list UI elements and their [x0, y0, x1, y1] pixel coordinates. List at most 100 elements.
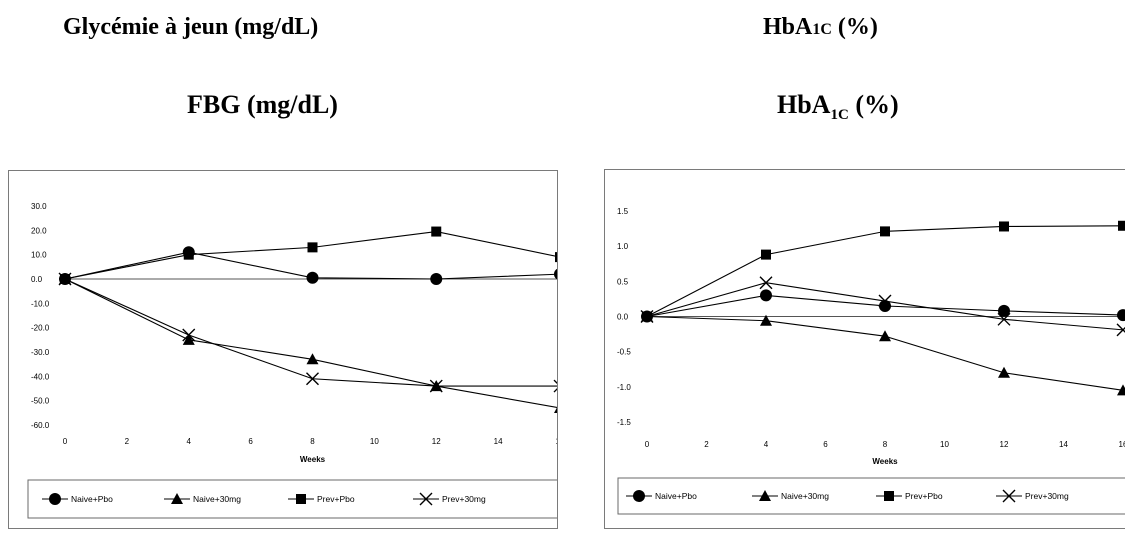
hba1c-legend-item-naive-pbo: Naive+Pbo	[626, 490, 697, 502]
fbg-series-prev-30mg-point	[306, 372, 319, 386]
hba1c-x-tick-label: 0	[645, 440, 650, 449]
fbg-series-prev-pbo-point	[183, 249, 194, 260]
fbg-series-prev-pbo-line	[64, 230, 561, 280]
hba1c-y-tick-label: 0.0	[617, 313, 629, 322]
hba1c-legend-item-prev-pbo: Prev+Pbo	[876, 491, 943, 501]
hba1c-series-naive-pbo	[641, 289, 1125, 323]
fbg-x-tick-label: 10	[370, 437, 379, 446]
hba1c-series-naive-pbo-point	[879, 299, 891, 312]
fbg-chart-panel: 30.0 20.0 10.0 0.0 -10.0 -20.0 -30.0 -40.0 -50.0…	[8, 170, 567, 529]
hba1c-x-tick-label: 8	[883, 440, 888, 449]
hba1c-legend-item-prev-30mg-label: Prev+30mg	[1025, 491, 1069, 501]
fbg-series-prev-30mg	[58, 272, 567, 393]
fbg-series-prev-30mg-point	[429, 379, 443, 393]
hba1c-legend-item-naive-30mg-label: Naive+30mg	[781, 491, 829, 501]
fbg-x-axis-title: Weeks	[300, 455, 326, 464]
hba1c-y-tick-label: 0.5	[617, 277, 629, 286]
french-title-hba1c-unit: (%)	[831, 14, 878, 40]
fbg-legend-item-prev-30mg: Prev+30mg	[413, 492, 486, 506]
hba1c-x-tick-label: 2	[704, 440, 709, 449]
hba1c-legend-item-prev-pbo-label: Prev+Pbo	[905, 491, 943, 501]
hba1c-y-tick-label: 1.0	[617, 242, 629, 251]
fbg-x-tick-label: 0	[63, 437, 68, 446]
hba1c-series-prev-30mg-point	[997, 312, 1011, 326]
french-title-hba1c: HbA1C (%)	[763, 14, 878, 41]
hba1c-series-naive-30mg-point	[1117, 384, 1125, 396]
fbg-series-prev-30mg-point	[182, 328, 196, 342]
chart-title-hba1c-unit: (%)	[848, 90, 899, 119]
french-title-fbg: Glycémie à jeun (mg/dL)	[63, 14, 319, 40]
fbg-y-tick-label: -40.0	[31, 372, 50, 381]
hba1c-series-prev-30mg-point	[640, 310, 654, 323]
fbg-legend-item-naive-30mg-marker	[171, 493, 183, 504]
fbg-x-tick-label: 16	[556, 437, 557, 446]
fbg-legend-item-naive-pbo-label: Naive+Pbo	[71, 494, 113, 504]
fbg-legend-item-naive-pbo-marker	[49, 493, 61, 505]
fbg-y-tick-label: -10.0	[31, 299, 50, 308]
hba1c-series-prev-30mg-point	[878, 294, 892, 308]
chart-title-hba1c: HbA1C (%)	[777, 90, 899, 124]
hba1c-legend-item-naive-30mg: Naive+30mg	[752, 490, 829, 501]
fbg-series-naive-30mg	[59, 273, 566, 413]
fbg-x-tick-label: 8	[310, 437, 315, 446]
hba1c-legend-item-naive-30mg-marker	[759, 490, 771, 501]
hba1c-x-tick-label: 12	[1000, 440, 1009, 449]
fbg-series-naive-30mg-line	[64, 278, 561, 409]
hba1c-legend-item-naive-pbo-marker	[633, 490, 645, 502]
hba1c-series-naive-30mg-point	[998, 366, 1010, 378]
fbg-y-tick-label: -60.0	[31, 421, 50, 430]
hba1c-y-tick-label: -1.0	[617, 383, 631, 392]
fbg-series-naive-pbo-point	[430, 273, 443, 285]
french-title-hba1c-main: HbA	[763, 14, 813, 40]
hba1c-series-prev-pbo-point	[880, 226, 890, 237]
chart-title-hba1c-main: HbA	[777, 90, 831, 119]
fbg-series-naive-pbo-point	[554, 268, 566, 281]
hba1c-series-naive-30mg-line	[646, 315, 1124, 391]
fbg-x-tick-label: 14	[494, 437, 503, 446]
fbg-y-tick-label: 30.0	[31, 202, 47, 211]
fbg-x-tick-label: 4	[187, 437, 192, 446]
fbg-series-prev-30mg-line	[64, 278, 560, 387]
hba1c-y-tick-label: 1.5	[617, 207, 629, 216]
hba1c-series-prev-pbo-point	[999, 221, 1009, 232]
fbg-legend-item-naive-30mg-label: Naive+30mg	[193, 494, 241, 504]
fbg-legend-item-prev-pbo: Prev+Pbo	[288, 494, 355, 504]
hba1c-y-tick-label: -1.5	[617, 418, 631, 427]
fbg-legend: Naive+Pbo Naive+30mg Prev+Pbo Prev+30mg	[27, 479, 559, 519]
fbg-legend-item-prev-30mg-label: Prev+30mg	[442, 494, 486, 504]
hba1c-series-prev-30mg	[640, 276, 1125, 337]
fbg-series-prev-pbo-point	[307, 242, 318, 253]
hba1c-series-prev-pbo-point	[1118, 220, 1125, 231]
fbg-y-tick-label: -50.0	[31, 397, 50, 406]
hba1c-x-tick-label: 16	[1119, 440, 1125, 449]
hba1c-series-prev-pbo-point	[761, 249, 771, 260]
hba1c-legend-item-prev-30mg: Prev+30mg	[996, 489, 1069, 503]
hba1c-legend-item-prev-30mg-marker	[1002, 489, 1016, 503]
hba1c-x-tick-label: 6	[823, 440, 828, 449]
fbg-series-prev-30mg-point	[58, 272, 72, 286]
hba1c-x-tick-label: 14	[1059, 440, 1068, 449]
hba1c-legend-item-prev-pbo-marker	[884, 491, 894, 501]
hba1c-x-tick-label: 4	[764, 440, 769, 449]
hba1c-legend-box	[617, 477, 1125, 515]
fbg-series-prev-pbo-point	[431, 226, 442, 237]
hba1c-series-naive-30mg-point	[760, 314, 772, 326]
fbg-legend-item-naive-30mg: Naive+30mg	[164, 493, 241, 504]
fbg-series-naive-30mg-point	[182, 333, 195, 345]
fbg-series-naive-30mg-point	[306, 353, 319, 365]
hba1c-y-tick-label: -0.5	[617, 348, 631, 357]
fbg-x-tick-label: 2	[125, 437, 130, 446]
fbg-series-prev-pbo-point	[555, 252, 565, 263]
hba1c-series-prev-30mg-point	[1116, 323, 1125, 337]
hba1c-series-naive-pbo-point	[1117, 309, 1125, 322]
fbg-y-tick-label: 0.0	[31, 275, 43, 284]
fbg-legend-item-prev-30mg-marker	[419, 492, 433, 506]
hba1c-series-naive-pbo-point	[760, 289, 772, 302]
fbg-x-tick-label: 6	[248, 437, 253, 446]
hba1c-chart-panel: 1.5 1.0 0.5 0.0 -0.5 -1.0 -1.5 0 2 4 6 8 10 12 14 16 Wee…	[604, 169, 1125, 529]
hba1c-legend-item-naive-pbo-label: Naive+Pbo	[655, 491, 697, 501]
fbg-x-tick-label: 12	[432, 437, 441, 446]
hba1c-legend: Naive+Pbo Naive+30mg Prev+Pbo Prev+30mg	[617, 477, 1125, 515]
hba1c-series-prev-30mg-point	[759, 276, 773, 290]
french-title-hba1c-sub: 1C	[812, 21, 832, 38]
